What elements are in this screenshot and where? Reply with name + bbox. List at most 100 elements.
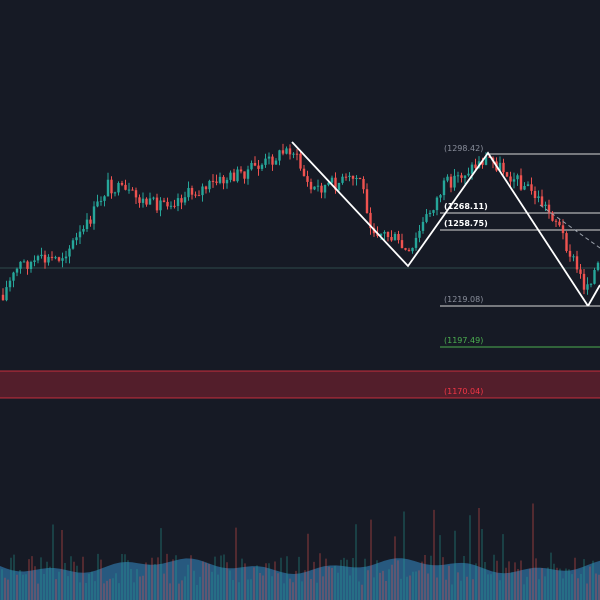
candle bbox=[19, 261, 22, 274]
candle bbox=[474, 158, 477, 171]
candle bbox=[575, 250, 579, 273]
level-label-3: (1219.08) bbox=[444, 295, 483, 304]
candle bbox=[369, 207, 372, 235]
candle bbox=[393, 232, 397, 241]
candle bbox=[400, 233, 404, 249]
candle bbox=[586, 277, 589, 295]
price-levels-layer[interactable]: (1298.42) (1268.11) (1258.75) (1219.08) (119… bbox=[0, 144, 600, 396]
zigzag-pattern-line[interactable] bbox=[291, 141, 589, 307]
candle bbox=[138, 194, 141, 208]
candle bbox=[166, 197, 169, 210]
candle bbox=[96, 194, 99, 208]
candle bbox=[131, 187, 134, 191]
level-label-4: (1197.49) bbox=[444, 336, 483, 345]
candle bbox=[530, 177, 533, 195]
level-label-1: (1268.11) bbox=[444, 202, 488, 211]
candle bbox=[260, 163, 264, 171]
candle bbox=[148, 192, 152, 205]
candle bbox=[152, 196, 155, 201]
candles-layer bbox=[1, 143, 600, 302]
candle bbox=[183, 191, 187, 206]
candle bbox=[460, 172, 463, 183]
level-label-0: (1298.42) bbox=[444, 144, 483, 153]
candle bbox=[50, 251, 54, 261]
candle bbox=[120, 180, 124, 187]
zigzag-extension-line[interactable] bbox=[587, 284, 600, 307]
candle bbox=[145, 197, 148, 207]
candle bbox=[582, 269, 586, 295]
candle bbox=[236, 166, 239, 183]
candle bbox=[414, 232, 418, 251]
candle bbox=[267, 152, 271, 165]
candle bbox=[355, 175, 358, 186]
candle bbox=[365, 183, 369, 214]
candle bbox=[201, 183, 204, 202]
candle bbox=[127, 182, 131, 194]
volume-pane bbox=[0, 503, 600, 600]
candle bbox=[453, 169, 456, 191]
candle bbox=[159, 197, 162, 217]
volume-average-area bbox=[0, 558, 600, 600]
candle bbox=[407, 247, 411, 252]
candle bbox=[75, 232, 78, 246]
candle bbox=[568, 244, 572, 262]
candle bbox=[57, 256, 61, 263]
candle bbox=[29, 260, 33, 273]
candle bbox=[26, 260, 29, 275]
candle bbox=[316, 179, 320, 192]
candle bbox=[180, 194, 183, 210]
candle bbox=[82, 225, 85, 235]
candle bbox=[344, 173, 348, 181]
candle bbox=[5, 280, 8, 302]
candle bbox=[99, 196, 103, 206]
candle bbox=[141, 192, 145, 208]
candle bbox=[554, 219, 558, 227]
candle bbox=[320, 182, 323, 199]
candle bbox=[239, 166, 243, 174]
candle bbox=[1, 288, 5, 301]
candle bbox=[78, 225, 82, 244]
candle bbox=[502, 158, 505, 175]
candle bbox=[467, 167, 470, 177]
candle bbox=[404, 247, 407, 251]
candle bbox=[169, 201, 173, 210]
level-label-5: (1170.04) bbox=[444, 387, 483, 396]
candle bbox=[187, 181, 190, 201]
candle bbox=[40, 247, 43, 259]
candle bbox=[22, 259, 26, 263]
candle bbox=[533, 186, 537, 205]
candle bbox=[323, 184, 327, 199]
candle bbox=[446, 174, 449, 183]
candle bbox=[162, 197, 166, 203]
candle bbox=[341, 173, 344, 185]
candle bbox=[537, 190, 540, 203]
candle bbox=[173, 199, 176, 209]
candle bbox=[264, 153, 267, 168]
candle bbox=[411, 247, 414, 254]
candle bbox=[330, 175, 334, 185]
candle bbox=[498, 156, 502, 172]
candle bbox=[243, 171, 246, 184]
candle bbox=[334, 172, 337, 194]
candle bbox=[397, 230, 400, 244]
candle bbox=[358, 177, 362, 180]
candle bbox=[383, 230, 386, 240]
candle bbox=[47, 254, 50, 266]
candle bbox=[593, 267, 596, 285]
candle bbox=[12, 271, 15, 288]
candle bbox=[124, 179, 127, 191]
candle bbox=[68, 245, 71, 264]
candle bbox=[516, 173, 519, 186]
candle bbox=[64, 250, 68, 264]
candle bbox=[246, 165, 250, 185]
zigzag-pattern-layer[interactable] bbox=[291, 141, 600, 307]
candle bbox=[85, 213, 89, 232]
candle bbox=[509, 171, 512, 188]
projection-dashed-line[interactable] bbox=[539, 204, 600, 249]
candle bbox=[61, 252, 64, 268]
candle bbox=[442, 177, 446, 201]
candle bbox=[33, 255, 36, 267]
candle bbox=[526, 181, 530, 187]
